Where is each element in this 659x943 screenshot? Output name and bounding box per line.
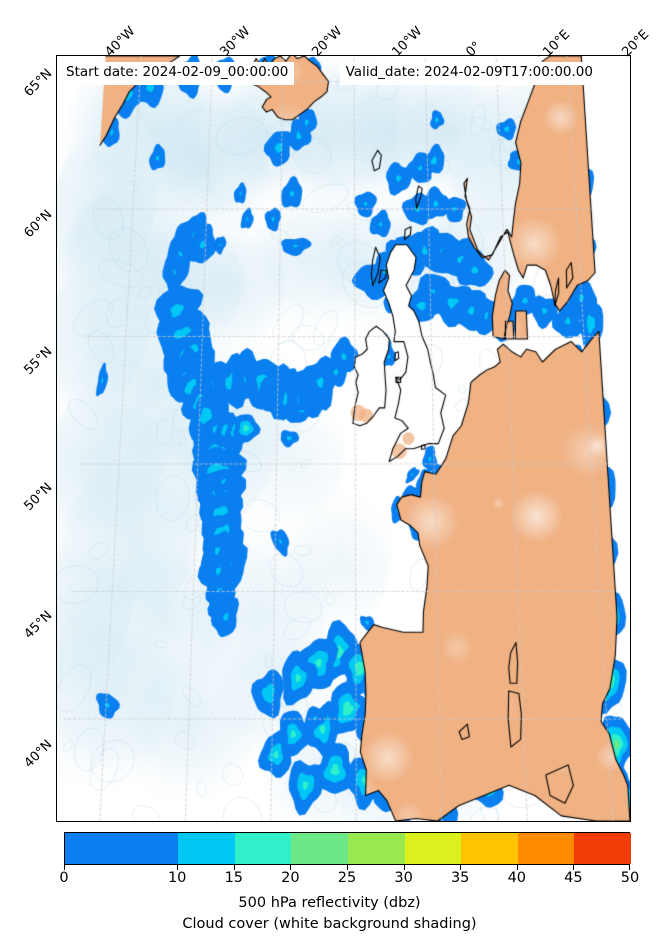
colorbar-segment (574, 833, 631, 864)
lat-tick-label: 60°N (21, 207, 56, 241)
colorbar-segment (404, 833, 462, 864)
colorbar-tick (177, 865, 179, 870)
colorbar-segment (178, 833, 235, 864)
map-plot-area[interactable] (56, 55, 631, 822)
colorbar-tick (629, 865, 630, 870)
start-date-label: Start date: 2024-02-09_00:00:00 (60, 62, 295, 85)
colorbar-caption-line2: Cloud cover (white background shading) (182, 916, 477, 933)
reflectivity-map-canvas (57, 56, 630, 821)
lat-tick-label: 65°N (21, 66, 56, 100)
colorbar-caption-line1: 500 hPa reflectivity (dbz) (238, 895, 421, 911)
colorbar-tick-label: 25 (337, 870, 357, 886)
colorbar-segment (234, 833, 292, 864)
colorbar-segment (517, 833, 575, 864)
colorbar-tick-label: 35 (450, 870, 470, 886)
colorbar-ticks: 0 10 15 20 25 30 35 40 45 50 (59, 865, 639, 887)
colorbar-tick-label: 10 (167, 870, 187, 886)
colorbar-segment (347, 833, 405, 864)
colorbar-segment (65, 833, 179, 864)
colorbar-tick (64, 865, 65, 870)
colorbar-tick (347, 865, 348, 870)
colorbar-tick-label: 30 (394, 870, 413, 886)
colorbar: 0 10 15 20 25 30 35 40 45 50 (59, 832, 639, 887)
colorbar-tick (516, 865, 518, 870)
colorbar-segment (291, 833, 348, 864)
colorbar-tick-label: 50 (620, 870, 640, 886)
colorbar-tick (403, 865, 405, 870)
colorbar-tick-label: 20 (281, 870, 300, 886)
colorbar-tick-label: 15 (224, 870, 244, 886)
lat-tick-label: 45°N (21, 608, 56, 642)
colorbar-tick-label: 45 (564, 870, 583, 886)
colorbar-tick (290, 865, 292, 870)
valid-date-label: Valid_date: 2024-02-09T17:00:00.00 (339, 62, 599, 85)
lon-tick-label: 20°E (619, 27, 653, 60)
colorbar-tick (573, 865, 575, 870)
colorbar-tick-label: 40 (507, 870, 527, 886)
colorbar-tick-label: 0 (59, 870, 69, 886)
colorbar-tick (460, 865, 462, 870)
colorbar-tick (233, 865, 235, 870)
lat-tick-label: 50°N (21, 480, 56, 514)
colorbar-gradient (64, 832, 631, 865)
lat-tick-label: 40°N (21, 737, 56, 771)
lat-tick-label: 55°N (21, 344, 56, 378)
colorbar-caption: 500 hPa reflectivity (dbz) Cloud cover (… (0, 893, 659, 935)
colorbar-segment (461, 833, 518, 864)
